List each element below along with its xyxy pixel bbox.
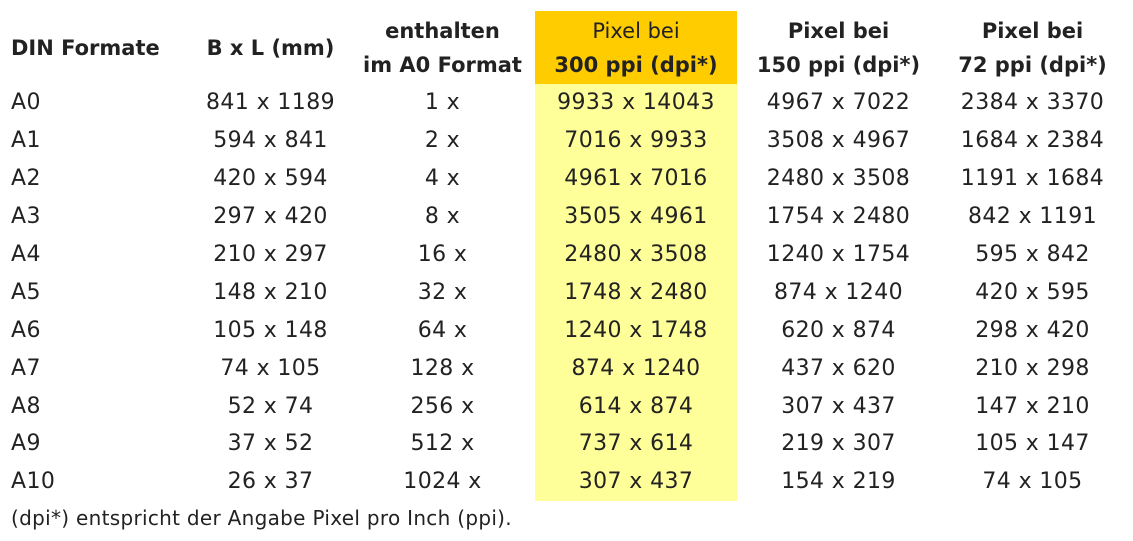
din-format-cell: A8 <box>11 393 41 419</box>
pixel-150ppi-cell: 437 x 620 <box>781 355 896 381</box>
pixel-72ppi-cell: 147 x 210 <box>975 393 1090 419</box>
pixel-150ppi-cell: 4967 x 7022 <box>766 90 911 116</box>
pixel-72ppi-cell: 74 x 105 <box>982 469 1083 495</box>
header-line: 150 ppi (dpi*) <box>756 52 921 77</box>
table-row: A4 210 x 297 16 x 2480 x 3508 1240 x 1754 595… <box>5 235 1125 274</box>
size-mm-cell: 105 x 148 <box>213 317 328 343</box>
table-row: A9 37 x 52 512 x 737 x 614 219 x 307 105 x 14… <box>5 425 1125 463</box>
table-row: A3 297 x 420 8 x 3505 x 4961 1754 x 2480 842 … <box>5 197 1125 236</box>
table-body: A0 841 x 1189 1 x 9933 x 14043 4967 x 7022 23… <box>5 84 1125 501</box>
header-din-formate: DIN Formate <box>5 11 191 84</box>
din-format-cell: A6 <box>11 317 41 343</box>
pixel-72ppi-cell: 420 x 595 <box>975 279 1090 305</box>
din-format-cell: A5 <box>11 279 41 305</box>
a0-count-cell: 2 x <box>424 128 461 154</box>
table-row: A10 26 x 37 1024 x 307 x 437 154 x 219 74 x 1… <box>5 462 1125 501</box>
pixel-150ppi-cell: 2480 x 3508 <box>766 166 911 192</box>
a0-count-cell: 512 x <box>410 431 475 457</box>
pixel-300ppi-cell: 737 x 614 <box>535 425 737 463</box>
header-line: Pixel bei <box>592 18 680 43</box>
pixel-300ppi-cell: 307 x 437 <box>535 462 737 501</box>
a0-count-cell: 64 x <box>417 317 468 343</box>
header-line: im A0 Format <box>363 52 522 77</box>
size-mm-cell: 26 x 37 <box>227 469 314 495</box>
table-row: A5 148 x 210 32 x 1748 x 2480 874 x 1240 420 … <box>5 273 1125 312</box>
pixel-72ppi-cell: 842 x 1191 <box>968 204 1097 230</box>
a0-count-cell: 256 x <box>410 393 475 419</box>
din-format-cell: A9 <box>11 431 41 457</box>
pixel-150ppi-cell: 154 x 219 <box>781 469 896 495</box>
a0-count-cell: 16 x <box>417 242 468 267</box>
pixel-150ppi-cell: 3508 x 4967 <box>766 128 911 154</box>
size-mm-cell: 148 x 210 <box>213 279 328 305</box>
din-format-cell: A10 <box>11 469 56 495</box>
pixel-300ppi-cell: 1748 x 2480 <box>535 273 737 312</box>
pixel-72ppi-cell: 1684 x 2384 <box>960 128 1105 154</box>
footnote: (dpi*) entspricht der Angabe Pixel pro I… <box>11 506 512 530</box>
pixel-150ppi-cell: 620 x 874 <box>781 317 896 343</box>
pixel-72ppi-cell: 595 x 842 <box>975 242 1090 267</box>
a0-count-cell: 128 x <box>410 355 475 381</box>
header-line: enthalten <box>385 18 500 43</box>
pixel-72ppi-cell: 298 x 420 <box>975 317 1090 343</box>
pixel-150ppi-cell: 874 x 1240 <box>774 279 903 305</box>
a0-count-cell: 4 x <box>424 166 461 192</box>
table-row: A1 594 x 841 2 x 7016 x 9933 3508 x 4967 1684… <box>5 121 1125 160</box>
a0-count-cell: 1024 x <box>403 469 482 495</box>
table-row: A2 420 x 594 4 x 4961 x 7016 2480 x 3508 1191… <box>5 159 1125 198</box>
pixel-150ppi-cell: 219 x 307 <box>781 431 896 457</box>
size-mm-cell: 37 x 52 <box>227 431 314 457</box>
size-mm-cell: 420 x 594 <box>213 166 328 192</box>
header-enthalten: enthalten im A0 Format <box>350 11 535 84</box>
size-mm-cell: 52 x 74 <box>227 393 314 419</box>
size-mm-cell: 594 x 841 <box>213 128 328 154</box>
pixel-300ppi-cell: 1240 x 1748 <box>535 311 737 350</box>
header-line: Pixel bei <box>787 18 890 43</box>
pixel-300ppi-cell: 874 x 1240 <box>535 349 737 388</box>
header-150-ppi: Pixel bei 150 ppi (dpi*) <box>737 11 940 84</box>
din-format-cell: A2 <box>11 166 41 192</box>
pixel-300ppi-cell: 9933 x 14043 <box>535 84 737 122</box>
header-300-ppi: Pixel bei 300 ppi (dpi*) <box>535 11 737 84</box>
table-row: A0 841 x 1189 1 x 9933 x 14043 4967 x 7022 23… <box>5 84 1125 122</box>
din-format-cell: A0 <box>11 90 41 116</box>
size-mm-cell: 74 x 105 <box>220 355 321 381</box>
pixel-150ppi-cell: 1240 x 1754 <box>766 242 911 267</box>
header-line: 72 ppi (dpi*) <box>958 52 1107 77</box>
pixel-300ppi-cell: 614 x 874 <box>535 387 737 426</box>
a0-count-cell: 8 x <box>424 204 461 230</box>
table-row: A7 74 x 105 128 x 874 x 1240 437 x 620 210 x … <box>5 349 1125 388</box>
header-line: 300 ppi (dpi*) <box>554 52 718 77</box>
pixel-72ppi-cell: 210 x 298 <box>975 355 1090 381</box>
header-72-ppi: Pixel bei 72 ppi (dpi*) <box>940 11 1125 84</box>
header-b-x-l: B x L (mm) <box>191 11 350 84</box>
header-line: B x L (mm) <box>206 35 335 60</box>
pixel-300ppi-cell: 3505 x 4961 <box>535 197 737 236</box>
din-format-cell: A7 <box>11 355 41 381</box>
pixel-300ppi-cell: 4961 x 7016 <box>535 159 737 198</box>
din-format-cell: A4 <box>11 242 41 267</box>
header-line: DIN Formate <box>11 35 160 60</box>
a0-count-cell: 32 x <box>417 279 468 305</box>
size-mm-cell: 210 x 297 <box>213 242 328 267</box>
header-line: Pixel bei <box>981 18 1084 43</box>
pixel-150ppi-cell: 1754 x 2480 <box>766 204 911 230</box>
din-format-cell: A1 <box>11 128 41 154</box>
pixel-300ppi-cell: 2480 x 3508 <box>535 235 737 274</box>
pixel-300ppi-cell: 7016 x 9933 <box>535 121 737 160</box>
size-mm-cell: 841 x 1189 <box>206 90 335 116</box>
table-row: A6 105 x 148 64 x 1240 x 1748 620 x 874 298 x… <box>5 311 1125 350</box>
header-row: DIN Formate B x L (mm) enthalten im A0 F… <box>5 11 1125 84</box>
pixel-72ppi-cell: 105 x 147 <box>975 431 1090 457</box>
pixel-72ppi-cell: 1191 x 1684 <box>960 166 1105 192</box>
table-row: A8 52 x 74 256 x 614 x 874 307 x 437 147 x 21… <box>5 387 1125 426</box>
pixel-72ppi-cell: 2384 x 3370 <box>960 90 1105 116</box>
pixel-150ppi-cell: 307 x 437 <box>781 393 896 419</box>
din-format-table: DIN Formate B x L (mm) enthalten im A0 F… <box>5 11 1125 501</box>
a0-count-cell: 1 x <box>424 90 461 116</box>
size-mm-cell: 297 x 420 <box>213 204 328 230</box>
din-format-cell: A3 <box>11 204 41 230</box>
